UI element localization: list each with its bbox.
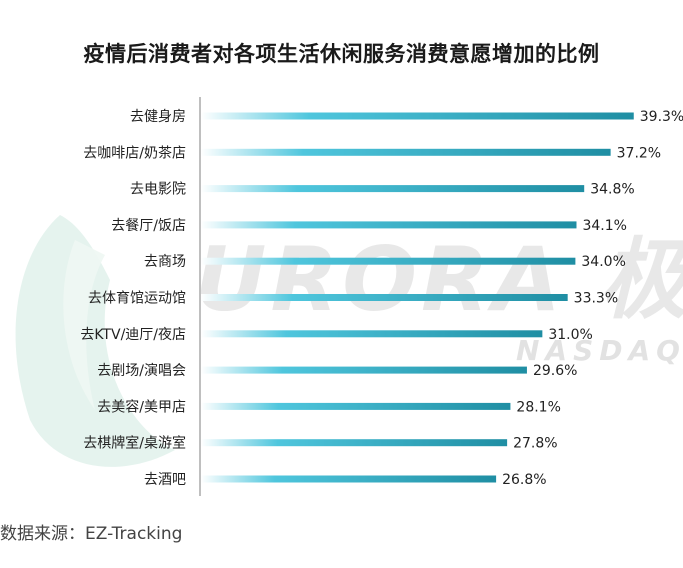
value-label: 34.8% [590,182,634,198]
value-label: 34.1% [582,218,626,234]
bar [201,112,634,120]
watermark-sub: NASDAQ:JG [516,334,683,367]
bar [201,439,508,447]
category-label: 去KTV/迪厅/夜店 [80,327,186,343]
watermark-logo-shape [15,215,175,467]
category-label: 去商场 [144,254,186,270]
category-label: 去美容/美甲店 [97,398,186,415]
value-label: 27.8% [513,436,557,452]
value-labels-group: 39.3% 37.2% 34.8% 34.1% 34.0% 33.3% 31.0% 29.6%… [502,109,683,488]
value-label: 33.3% [574,291,618,307]
value-label: 31.0% [548,327,592,343]
category-label: 去餐厅/饭店 [111,218,186,234]
value-label: 26.8% [502,472,546,488]
bar [201,185,585,193]
bar [201,221,577,229]
category-label: 去电影院 [130,182,186,198]
value-label: 39.3% [640,109,683,125]
data-source-note: 数据来源：EZ-Tracking [0,524,183,544]
category-label: 去酒吧 [144,472,186,488]
bar [201,294,568,301]
value-label: 29.6% [533,363,577,379]
bars-group [201,112,634,483]
bar [201,148,611,156]
category-label: 去体育馆运动馆 [88,291,186,307]
value-label: 28.1% [516,399,560,415]
value-label: 37.2% [617,145,661,161]
category-label: 去咖啡店/奶茶店 [83,145,186,161]
bar [201,402,511,410]
category-label: 去棋牌室/桌游室 [83,435,186,452]
category-label: 去剧场/演唱会 [97,363,186,379]
bar [201,366,527,374]
bar [201,330,543,338]
category-label: 去健身房 [130,109,186,125]
watermark-brand: URORA 极光 [195,228,683,331]
chart-title: 疫情后消费者对各项生活休闲服务消费意愿增加的比例 [83,42,600,66]
value-label: 34.0% [581,254,625,270]
bar [201,257,576,265]
watermark-logo-shape-inner [63,240,105,410]
category-labels-group: 去健身房去咖啡店/奶茶店去电影院去餐厅/饭店去商场去体育馆运动馆去KTV/迪厅/… [80,109,186,488]
bar [201,475,497,483]
